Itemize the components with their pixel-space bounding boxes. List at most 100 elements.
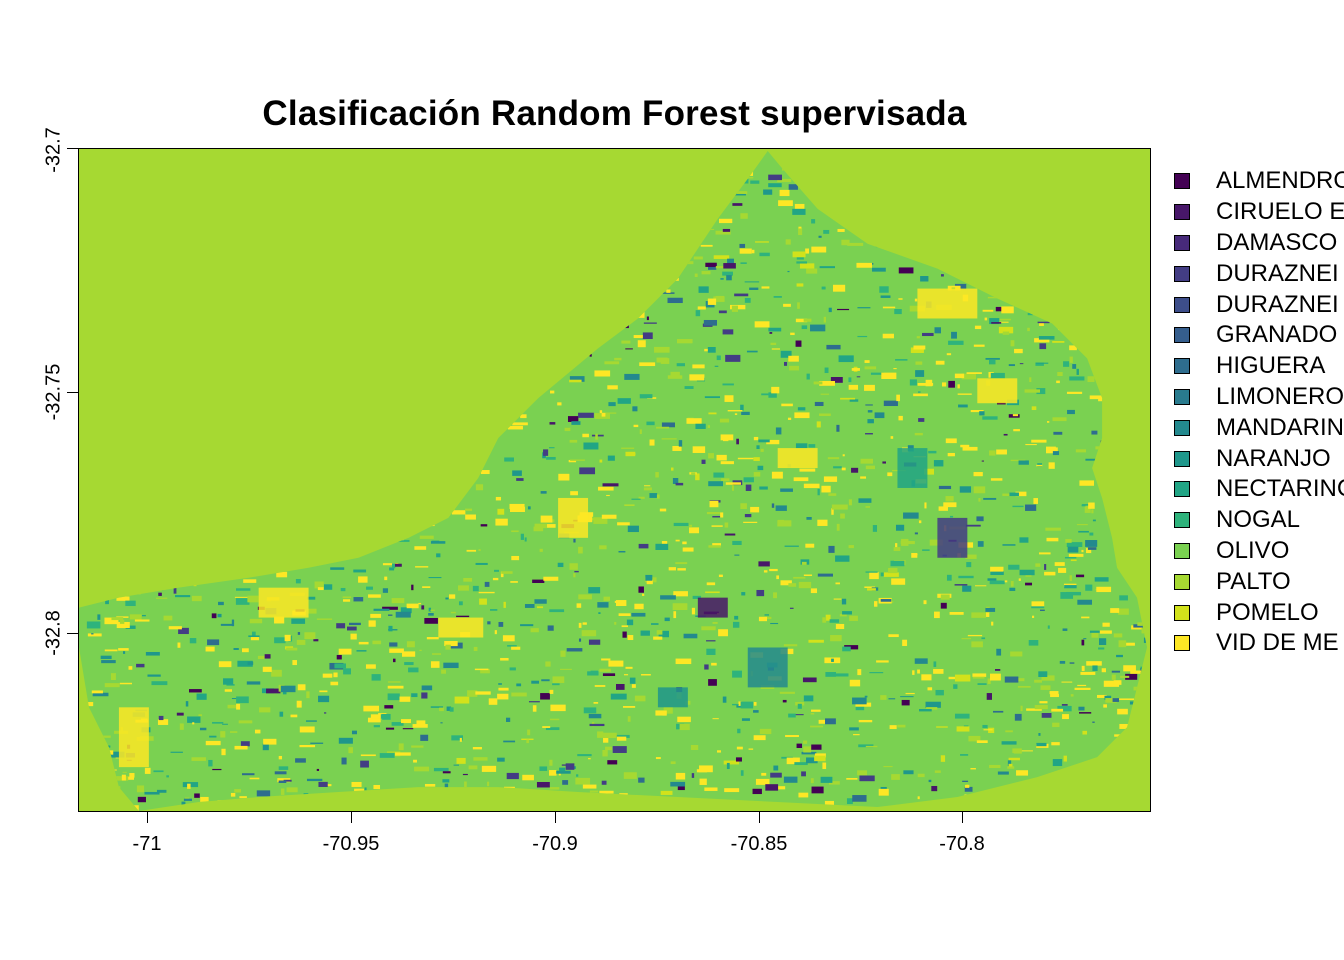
class-pixel bbox=[621, 625, 628, 628]
class-pixel bbox=[520, 533, 524, 540]
class-pixel bbox=[1092, 721, 1095, 723]
class-pixel bbox=[756, 589, 765, 597]
class-pixel bbox=[144, 767, 151, 774]
class-pixel bbox=[1054, 562, 1065, 566]
class-pixel bbox=[1118, 784, 1129, 791]
class-pixel bbox=[1139, 281, 1148, 285]
class-pixel bbox=[194, 209, 200, 216]
class-pixel bbox=[246, 681, 261, 685]
class-pixel bbox=[631, 498, 641, 500]
class-pixel bbox=[883, 766, 893, 768]
class-pixel bbox=[478, 591, 495, 594]
class-pixel bbox=[516, 276, 527, 284]
class-pixel bbox=[1140, 600, 1148, 605]
class-pixel bbox=[507, 330, 518, 338]
class-pixel bbox=[255, 499, 263, 501]
class-pixel bbox=[602, 732, 617, 739]
legend-swatch bbox=[1174, 358, 1190, 375]
class-pixel bbox=[456, 757, 466, 764]
class-pixel bbox=[376, 231, 390, 235]
class-pixel bbox=[936, 247, 942, 250]
class-pixel bbox=[547, 237, 552, 242]
class-pixel bbox=[819, 413, 831, 416]
class-pixel bbox=[329, 287, 343, 294]
class-pixel bbox=[283, 393, 296, 395]
class-pixel bbox=[249, 618, 263, 624]
class-pixel bbox=[959, 271, 965, 277]
class-pixel bbox=[256, 240, 259, 246]
y-tick bbox=[67, 392, 78, 393]
class-pixel bbox=[163, 566, 168, 572]
class-pixel bbox=[307, 596, 316, 600]
class-pixel bbox=[642, 593, 645, 596]
class-pixel bbox=[639, 394, 653, 399]
class-pixel bbox=[311, 180, 321, 185]
class-pixel bbox=[251, 631, 256, 637]
class-pixel bbox=[893, 368, 897, 370]
class-pixel bbox=[727, 410, 743, 412]
class-pixel bbox=[1101, 668, 1106, 673]
class-pixel bbox=[450, 611, 456, 614]
class-pixel bbox=[462, 360, 478, 365]
class-pixel bbox=[549, 689, 554, 694]
class-pixel bbox=[1107, 768, 1110, 771]
class-pixel bbox=[177, 642, 181, 648]
class-pixel bbox=[867, 410, 873, 413]
class-pixel bbox=[722, 329, 734, 335]
class-pixel bbox=[124, 349, 140, 356]
class-pixel bbox=[998, 321, 1009, 323]
class-pixel bbox=[583, 442, 599, 450]
class-pixel bbox=[101, 660, 116, 664]
class-pixel bbox=[1098, 638, 1107, 646]
class-pixel bbox=[1029, 282, 1033, 285]
class-pixel bbox=[549, 332, 566, 337]
class-pixel bbox=[954, 713, 970, 719]
class-pixel bbox=[988, 727, 995, 734]
class-pixel bbox=[421, 685, 433, 691]
class-patch bbox=[917, 288, 978, 319]
class-pixel bbox=[157, 557, 173, 560]
class-pixel bbox=[347, 806, 361, 811]
class-pixel bbox=[161, 566, 169, 570]
class-pixel bbox=[1000, 270, 1006, 277]
class-pixel bbox=[564, 427, 571, 432]
class-pixel bbox=[730, 192, 746, 196]
class-pixel bbox=[424, 783, 436, 787]
class-pixel bbox=[775, 505, 787, 511]
class-pixel bbox=[158, 715, 164, 721]
class-pixel bbox=[431, 339, 440, 346]
class-pixel bbox=[484, 290, 498, 298]
class-pixel bbox=[946, 159, 960, 164]
x-tick bbox=[147, 812, 148, 823]
class-pixel bbox=[607, 385, 618, 390]
class-pixel bbox=[253, 510, 269, 518]
class-pixel bbox=[541, 679, 550, 682]
class-pixel bbox=[411, 693, 418, 698]
class-pixel bbox=[241, 773, 255, 776]
class-pixel bbox=[243, 579, 257, 583]
class-pixel bbox=[186, 151, 191, 155]
class-pixel bbox=[346, 626, 357, 631]
class-pixel bbox=[264, 797, 269, 801]
class-pixel bbox=[799, 263, 815, 269]
class-pixel bbox=[933, 669, 944, 674]
class-pixel bbox=[797, 302, 800, 309]
class-pixel bbox=[568, 459, 577, 463]
class-pixel bbox=[428, 577, 442, 579]
class-pixel bbox=[629, 677, 636, 684]
class-pixel bbox=[915, 370, 925, 377]
class-pixel bbox=[1138, 210, 1142, 217]
class-pixel bbox=[803, 483, 820, 489]
class-pixel bbox=[151, 469, 162, 472]
class-pixel bbox=[1136, 738, 1146, 744]
class-pixel bbox=[463, 578, 473, 582]
class-pixel bbox=[940, 274, 944, 277]
class-pixel bbox=[456, 615, 470, 618]
class-pixel bbox=[457, 585, 469, 591]
class-pixel bbox=[880, 599, 892, 602]
class-pixel bbox=[701, 626, 716, 631]
class-pixel bbox=[825, 614, 831, 621]
class-pixel bbox=[872, 267, 886, 272]
class-pixel bbox=[1056, 380, 1060, 384]
class-pixel bbox=[1111, 483, 1121, 490]
